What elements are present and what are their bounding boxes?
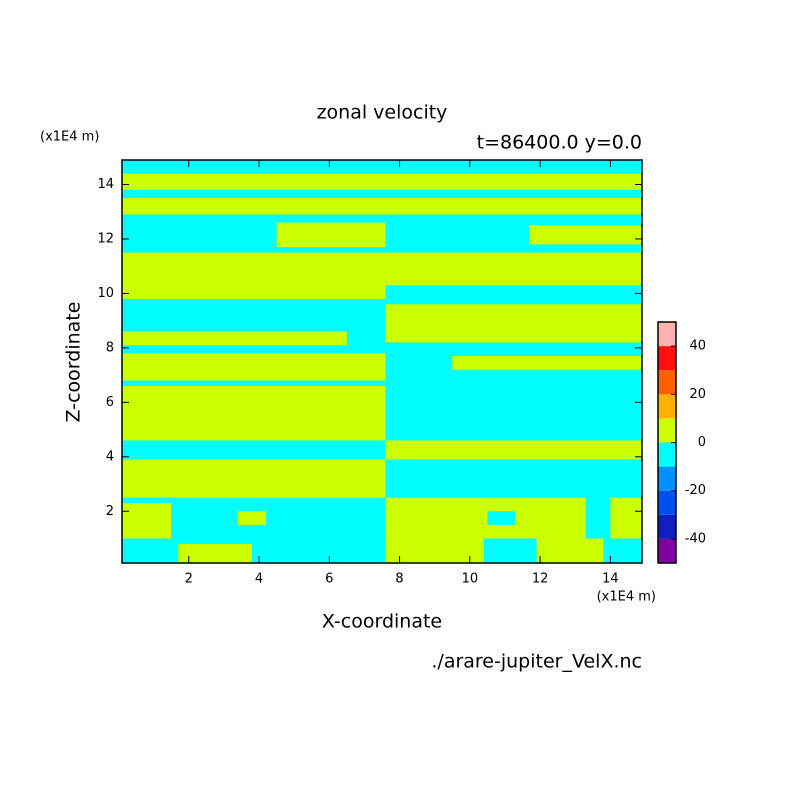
x-tick-label: 2: [185, 572, 193, 587]
y-tick-label: 8: [106, 340, 114, 355]
x-tick-label: 8: [395, 572, 403, 587]
x-tick-label: 10: [462, 572, 479, 587]
y-tick-label: 6: [106, 395, 114, 410]
contour-region: [276, 222, 386, 248]
contour-region: [385, 440, 642, 460]
axes: 2 4 6 8 10 12 14 2 4 6 8 10 12 14 -40 -20 0 20 40: [97, 159, 706, 587]
contour-region: [178, 543, 252, 563]
colorbar-segment: [658, 514, 676, 539]
contour-region: [385, 252, 642, 286]
y-tick-label: 4: [106, 449, 114, 464]
y-unit: (x1E4 m): [40, 130, 99, 145]
colorbar-segment: [658, 394, 676, 419]
colorbar-tick-label: -40: [685, 531, 706, 546]
contour-region: [529, 225, 642, 245]
contour-region: [536, 538, 604, 563]
y-tick-label: 14: [97, 177, 114, 192]
x-tick-label: 12: [532, 572, 549, 587]
colorbar-segment: [658, 370, 676, 395]
x-axis-label: X-coordinate: [322, 611, 442, 633]
contour-region: [122, 173, 642, 190]
colorbar-segment: [658, 418, 676, 443]
colorbar-segment: [658, 346, 676, 371]
contour-region: [385, 497, 586, 539]
contour-region: [385, 538, 484, 563]
y-axis-label: Z-coordinate: [63, 302, 85, 423]
colorbar-segment: [658, 442, 676, 467]
plot-frame: [121, 159, 643, 564]
colorbar-tick-label: 0: [698, 435, 706, 450]
contour-region: [385, 304, 642, 343]
x-tick-label: 4: [255, 572, 263, 587]
contour-region: [452, 356, 642, 370]
field: [122, 160, 642, 563]
colorbar-segment: [658, 322, 676, 347]
colorbar-segment: [658, 538, 676, 563]
contour-region: [122, 503, 172, 539]
colorbar-tick-label: 40: [689, 339, 706, 354]
x-tick-label: 14: [602, 572, 619, 587]
chart-subtitle: t=86400.0 y=0.0: [477, 132, 642, 154]
y-tick-label: 10: [97, 286, 114, 301]
contour-region: [610, 497, 642, 539]
contour-region: [122, 198, 642, 215]
contour-region: [237, 511, 267, 525]
colorbar-tick-label: 20: [689, 387, 706, 402]
y-tick-label: 12: [97, 231, 114, 246]
contour-region: [122, 331, 347, 346]
colorbar-segment: [658, 466, 676, 491]
file-name: ./arare-jupiter_VelX.nc: [431, 651, 642, 673]
colorbar-segment: [658, 490, 676, 515]
contour-region: [122, 353, 386, 381]
x-unit: (x1E4 m): [597, 590, 656, 605]
y-tick-label: 2: [106, 504, 114, 519]
contour-region: [122, 459, 386, 498]
x-tick-label: 6: [325, 572, 333, 587]
contour-region: [122, 252, 386, 299]
colorbar-tick-label: -20: [685, 483, 706, 498]
chart-title: zonal velocity: [317, 102, 448, 124]
contour-region: [122, 386, 386, 441]
contour-region: [487, 511, 516, 525]
